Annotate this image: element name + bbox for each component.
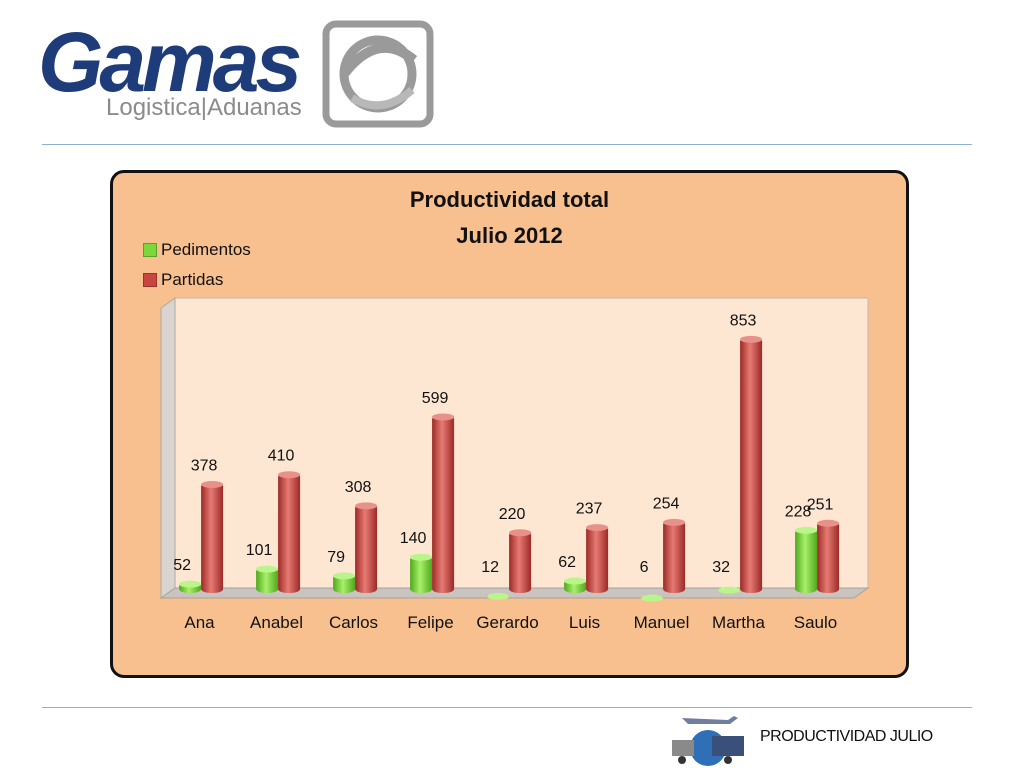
bar-top-partidas-felipe xyxy=(432,413,455,421)
bar-partidas-luis xyxy=(586,525,609,593)
bar-top-partidas-manuel xyxy=(663,518,686,526)
company-logo: Gamas Logistica|Aduanas xyxy=(38,15,438,130)
logistics-truck-plane-icon xyxy=(672,716,744,766)
x-tick-label-ana: Ana xyxy=(184,613,215,632)
legend-item-partidas: Partidas xyxy=(143,265,251,295)
bar-pedimentos-saulo xyxy=(795,528,818,593)
bar-top-partidas-ana xyxy=(201,481,224,488)
data-label-partidas-anabel: 410 xyxy=(268,448,295,465)
bar-partidas-felipe xyxy=(432,414,455,593)
bar-partidas-manuel xyxy=(663,520,686,593)
data-label-pedimentos-anabel: 101 xyxy=(246,542,273,559)
bar-top-partidas-martha xyxy=(740,335,763,343)
header-divider xyxy=(42,144,972,145)
data-label-partidas-martha: 853 xyxy=(730,312,757,329)
bar-top-partidas-luis xyxy=(586,524,609,532)
chart-subtitle: Julio 2012 xyxy=(456,223,563,248)
legend-swatch-partidas xyxy=(143,273,157,287)
bar-pedimentos-anabel xyxy=(256,567,279,593)
legend-label-pedimentos: Pedimentos xyxy=(161,240,251,259)
bar-top-partidas-gerardo xyxy=(509,529,532,537)
bar-top-pedimentos-manuel xyxy=(641,594,664,602)
bar-top-partidas-carlos xyxy=(355,502,378,510)
data-label-pedimentos-felipe: 140 xyxy=(400,530,427,547)
logo-emblem-icon xyxy=(322,20,434,128)
data-label-partidas-ana: 378 xyxy=(191,458,218,475)
bar-partidas-saulo xyxy=(817,521,840,593)
chart-plot-area: 52 378 Ana 101 410 Anabel 79 308 Carlos 140 599 Fel… xyxy=(159,297,870,632)
data-label-partidas-manuel: 254 xyxy=(653,495,680,512)
bar-top-pedimentos-saulo xyxy=(795,526,818,534)
plot-side-wall xyxy=(160,297,176,599)
footer-title: PRODUCTIVIDAD JULIO xyxy=(760,728,933,745)
x-tick-label-gerardo: Gerardo xyxy=(476,613,538,632)
bar-partidas-carlos xyxy=(355,503,378,593)
x-tick-label-felipe: Felipe xyxy=(407,613,453,632)
data-label-partidas-saulo: 251 xyxy=(807,496,834,513)
bar-partidas-anabel xyxy=(278,472,301,593)
logo-tagline: Logistica|Aduanas xyxy=(106,94,302,121)
legend-swatch-pedimentos xyxy=(143,243,157,257)
chart-title: Productividad total xyxy=(409,187,610,212)
data-label-pedimentos-manuel: 6 xyxy=(640,559,649,576)
bar-top-pedimentos-carlos xyxy=(333,572,356,580)
footer-divider xyxy=(42,707,972,708)
legend-label-partidas: Partidas xyxy=(161,270,224,289)
bar-pedimentos-felipe xyxy=(410,555,433,593)
data-label-pedimentos-gerardo: 12 xyxy=(481,559,499,576)
logo-brand-text: Gamas xyxy=(38,15,302,109)
chart-legend: Pedimentos Partidas xyxy=(143,235,251,295)
bar-top-pedimentos-anabel xyxy=(256,565,279,573)
x-tick-label-martha: Martha xyxy=(712,613,765,632)
data-label-partidas-luis: 237 xyxy=(576,501,603,518)
bar-partidas-gerardo xyxy=(509,530,532,593)
data-label-pedimentos-martha: 32 xyxy=(712,559,730,576)
bar-partidas-ana xyxy=(201,482,224,593)
x-tick-label-carlos: Carlos xyxy=(329,613,378,632)
x-tick-label-manuel: Manuel xyxy=(634,613,690,632)
legend-item-pedimentos: Pedimentos xyxy=(143,235,251,265)
data-label-pedimentos-ana: 52 xyxy=(173,557,191,574)
data-label-pedimentos-carlos: 79 xyxy=(327,549,345,566)
data-label-partidas-carlos: 308 xyxy=(345,479,372,496)
x-tick-label-luis: Luis xyxy=(569,613,600,632)
x-tick-label-anabel: Anabel xyxy=(250,613,303,632)
bar-top-pedimentos-felipe xyxy=(410,553,433,561)
data-label-pedimentos-luis: 62 xyxy=(558,554,576,571)
bar-top-partidas-anabel xyxy=(278,471,301,479)
bar-top-pedimentos-gerardo xyxy=(487,592,510,600)
bar-top-pedimentos-ana xyxy=(179,580,202,588)
bar-partidas-martha xyxy=(740,337,763,593)
bar-top-pedimentos-luis xyxy=(564,577,587,585)
x-tick-label-saulo: Saulo xyxy=(794,613,837,632)
bar-top-pedimentos-martha xyxy=(718,586,741,594)
chart-frame: Productividad total Julio 2012 Pedimento… xyxy=(110,170,909,678)
bar-top-partidas-saulo xyxy=(817,519,840,527)
data-label-partidas-felipe: 599 xyxy=(422,390,449,407)
data-label-pedimentos-saulo: 228 xyxy=(785,503,812,520)
data-label-partidas-gerardo: 220 xyxy=(499,506,526,523)
